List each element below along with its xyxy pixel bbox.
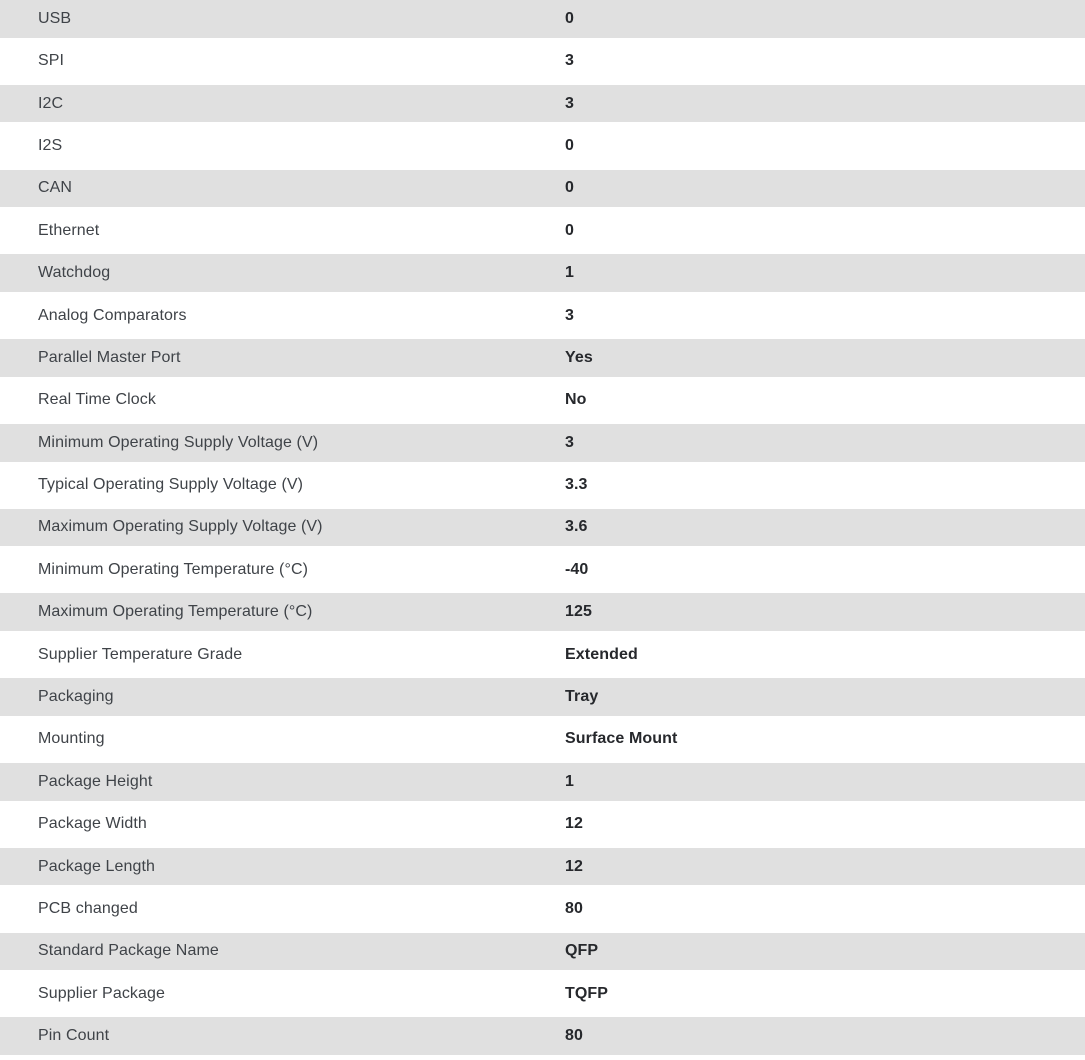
table-row: Analog Comparators 3 (0, 296, 1085, 335)
spec-value: QFP (565, 942, 599, 960)
table-row: Pin Count 80 (0, 1017, 1085, 1055)
spec-label: I2C (38, 94, 64, 112)
spec-label: Supplier Package (38, 984, 166, 1002)
spec-value: Surface Mount (565, 730, 678, 748)
table-row: Typical Operating Supply Voltage (V) 3.3 (0, 466, 1085, 504)
spec-label: Pin Count (38, 1027, 110, 1045)
spec-value: No (565, 391, 587, 409)
spec-label: Maximum Operating Temperature (°C) (38, 603, 313, 621)
spec-label: Package Length (38, 857, 156, 875)
spec-label: CAN (38, 179, 73, 197)
spec-value: 0 (565, 9, 574, 27)
spec-value: 3 (565, 94, 574, 112)
spec-label: Minimum Operating Supply Voltage (V) (38, 433, 319, 451)
spec-value: 12 (565, 857, 583, 875)
spec-label: Real Time Clock (38, 391, 156, 409)
spec-value: 80 (565, 900, 583, 917)
spec-value: 80 (565, 1027, 583, 1045)
spec-label: Package Height (38, 772, 153, 790)
table-row: Mounting Surface Mount (0, 720, 1085, 759)
spec-value: -40 (565, 560, 589, 578)
spec-value: 1 (565, 772, 574, 790)
spec-value: 3 (565, 306, 574, 324)
spec-label: USB (38, 9, 72, 27)
spec-value: 3.3 (565, 476, 588, 494)
spec-value: 12 (565, 815, 583, 833)
spec-label: Mounting (38, 730, 105, 748)
spec-value: 125 (565, 603, 592, 621)
spec-value: Yes (565, 348, 593, 366)
spec-label: Package Width (38, 815, 147, 833)
spec-label: Supplier Temperature Grade (38, 645, 243, 663)
table-row: I2C 3 (0, 84, 1085, 123)
spec-label: SPI (38, 52, 65, 70)
spec-value: 0 (565, 179, 574, 197)
table-row: Package Length 12 (0, 847, 1085, 886)
spec-value: 0 (565, 136, 574, 154)
spec-label: Watchdog (38, 264, 111, 282)
table-row: Packaging Tray (0, 678, 1085, 716)
spec-label: Maximum Operating Supply Voltage (V) (38, 518, 323, 536)
spec-value: 3 (565, 433, 574, 451)
spec-value: TQFP (565, 984, 609, 1002)
table-row: Maximum Operating Temperature (°C) 125 (0, 593, 1085, 632)
table-row: SPI 3 (0, 42, 1085, 80)
spec-label: Standard Package Name (38, 942, 219, 960)
table-row: Minimum Operating Supply Voltage (V) 3 (0, 423, 1085, 462)
spec-value: 0 (565, 221, 574, 239)
table-row: Supplier Temperature Grade Extended (0, 635, 1085, 674)
spec-label: PCB changed (38, 900, 138, 917)
table-row: Ethernet 0 (0, 211, 1085, 250)
table-row: Package Height 1 (0, 763, 1085, 801)
table-row: Standard Package Name QFP (0, 932, 1085, 971)
table-row: Minimum Operating Temperature (°C) -40 (0, 551, 1085, 589)
spec-label: Typical Operating Supply Voltage (V) (38, 476, 304, 494)
table-row: PCB changed 80 (0, 890, 1085, 928)
table-row: Real Time Clock No (0, 381, 1085, 420)
spec-value: 3 (565, 52, 574, 70)
table-row: Supplier Package TQFP (0, 974, 1085, 1013)
table-row: CAN 0 (0, 169, 1085, 208)
spec-label: Packaging (38, 688, 114, 706)
table-row: Parallel Master Port Yes (0, 339, 1085, 377)
table-row: Package Width 12 (0, 805, 1085, 844)
spec-label: Analog Comparators (38, 306, 187, 324)
spec-value: Extended (565, 645, 638, 663)
spec-value: Tray (565, 688, 599, 706)
table-row: Maximum Operating Supply Voltage (V) 3.6 (0, 508, 1085, 547)
spec-value: 1 (565, 264, 574, 282)
table-row: Watchdog 1 (0, 254, 1085, 292)
spec-label: I2S (38, 136, 63, 154)
table-row: I2S 0 (0, 127, 1085, 165)
spec-label: Minimum Operating Temperature (°C) (38, 560, 309, 578)
table-row: USB 0 (0, 0, 1085, 38)
spec-label: Ethernet (38, 221, 100, 239)
spec-label: Parallel Master Port (38, 348, 181, 366)
spec-value: 3.6 (565, 518, 588, 536)
